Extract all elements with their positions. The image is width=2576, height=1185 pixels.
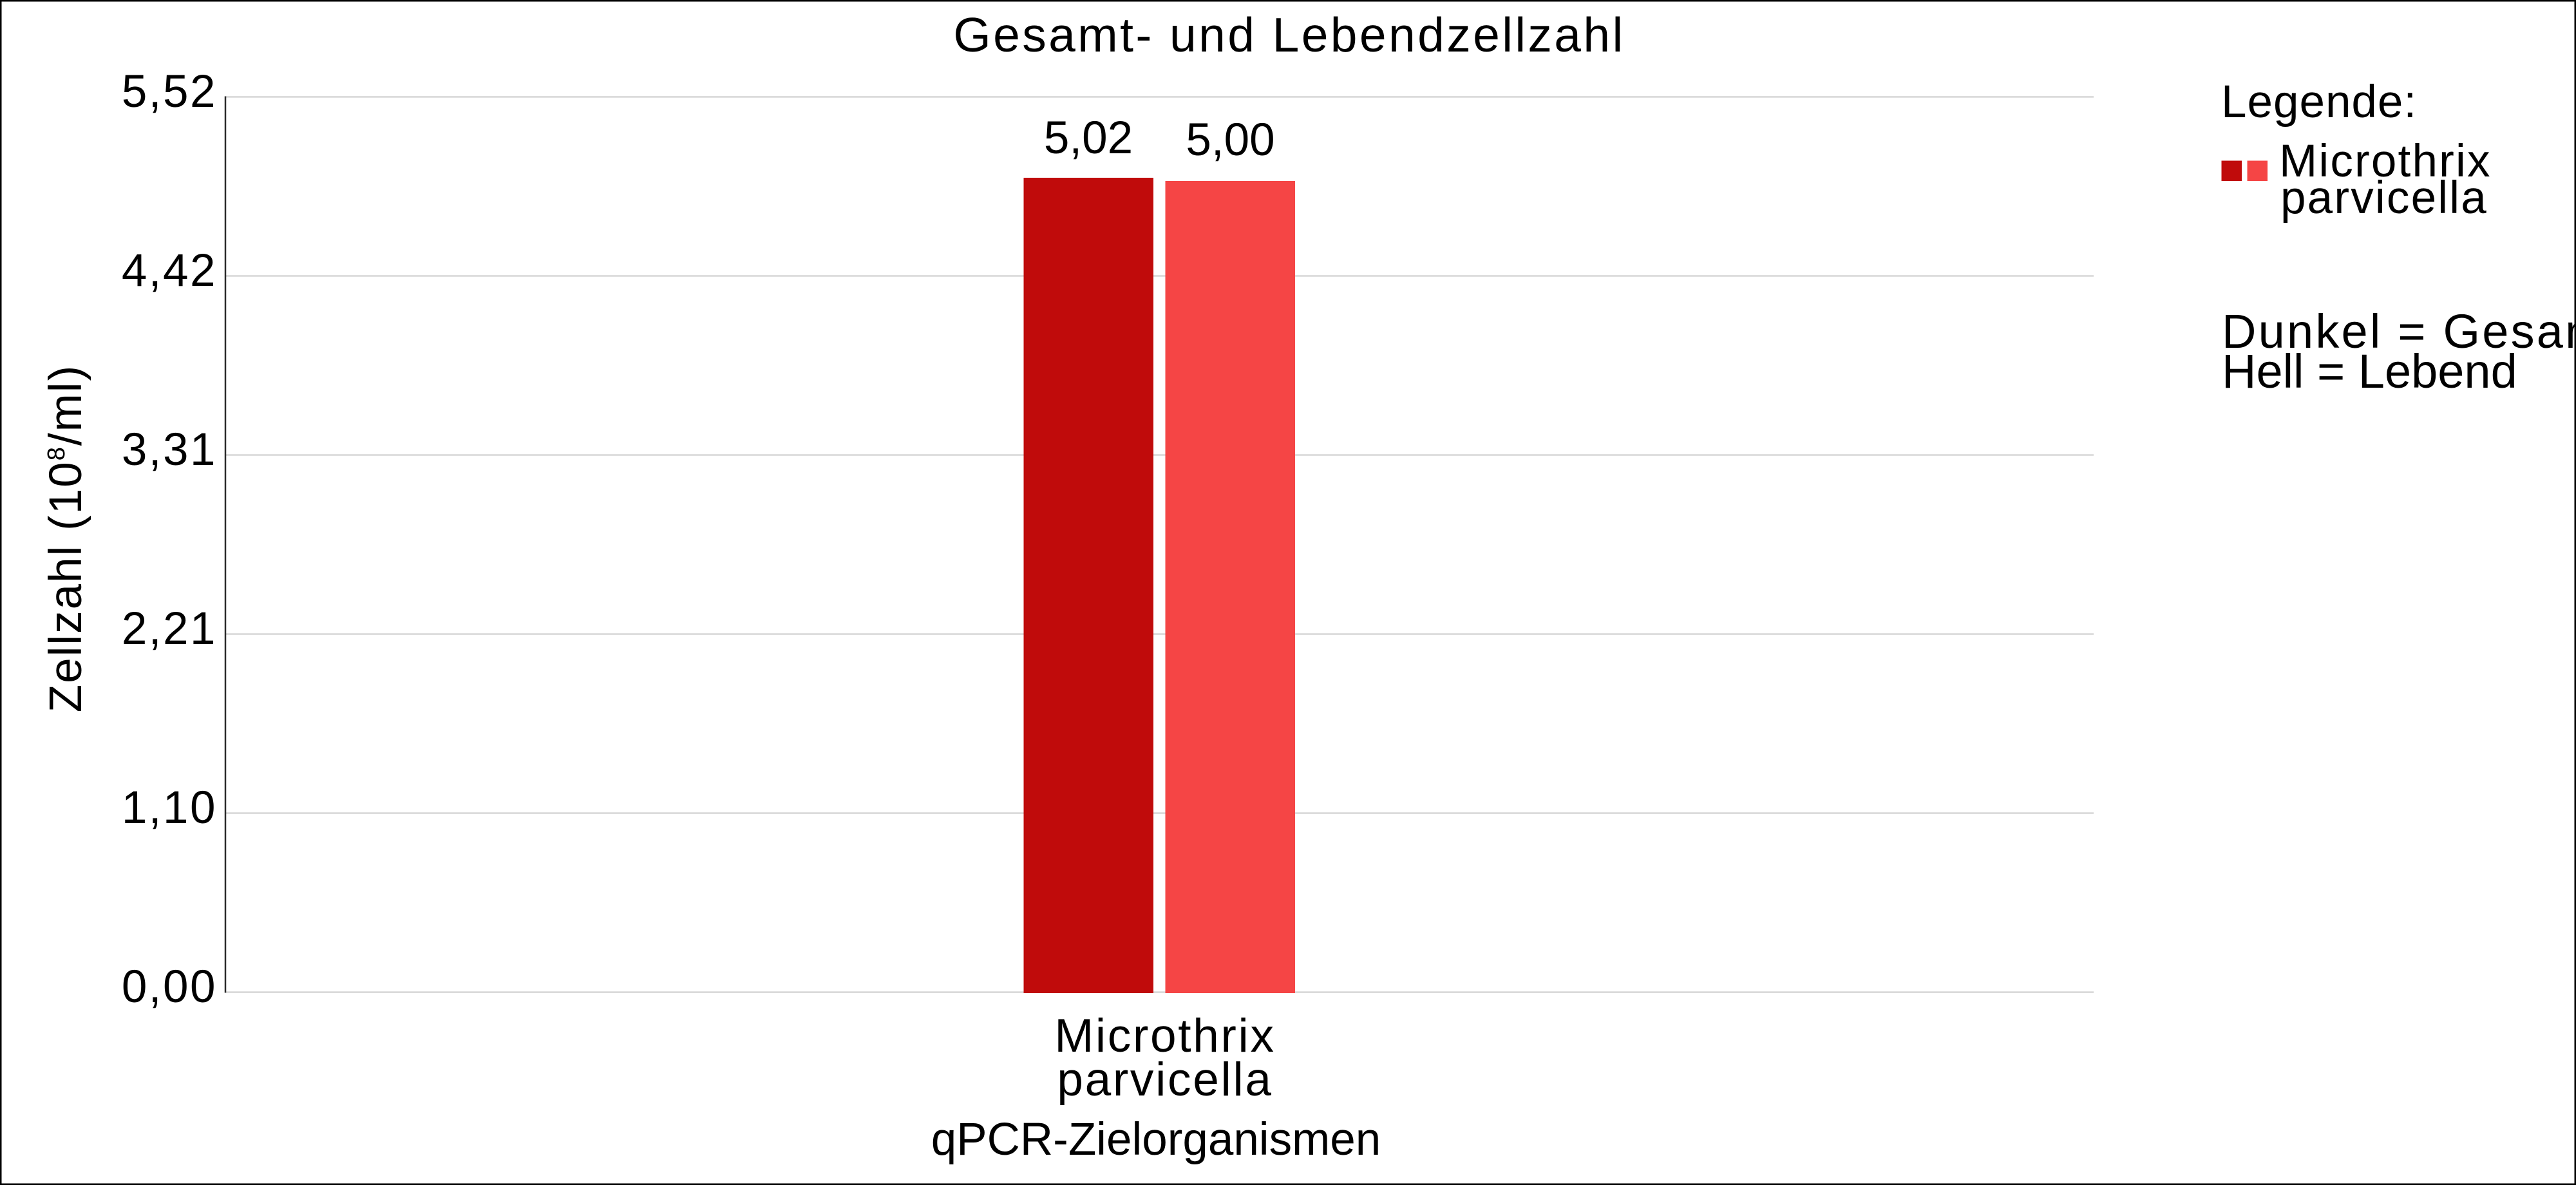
svg-text:parvicella: parvicella [2280, 173, 2488, 223]
svg-text:Hell = Lebend: Hell = Lebend [2222, 345, 2517, 398]
svg-text:5,00: 5,00 [1186, 115, 1274, 166]
svg-text:4,42: 4,42 [122, 245, 217, 296]
svg-text:5,52: 5,52 [122, 66, 217, 117]
svg-text:Legende:: Legende: [2221, 77, 2417, 128]
svg-text:parvicella: parvicella [1057, 1054, 1273, 1106]
svg-text:0,00: 0,00 [122, 962, 217, 1012]
svg-text:2,21: 2,21 [122, 603, 217, 654]
svg-text:Gesamt- und Lebendzellzahl: Gesamt- und Lebendzellzahl [953, 8, 1625, 62]
svg-text:Microthrix: Microthrix [2279, 136, 2492, 187]
svg-text:qPCR-Zielorganismen: qPCR-Zielorganismen [931, 1114, 1381, 1165]
svg-text:Microthrix: Microthrix [1054, 1010, 1275, 1062]
svg-text:Zellzahl (108/ml): Zellzahl (108/ml) [41, 365, 91, 712]
svg-text:Dunkel = Gesamt: Dunkel = Gesamt [2222, 305, 2576, 358]
svg-text:5,02: 5,02 [1044, 113, 1133, 164]
svg-text:1,10: 1,10 [122, 782, 217, 833]
svg-text:3,31: 3,31 [122, 424, 217, 475]
